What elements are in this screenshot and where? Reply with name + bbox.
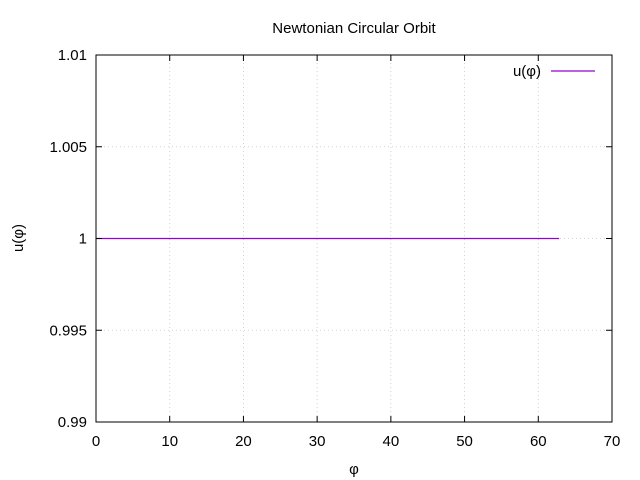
y-tick-label: 1 [79,231,87,248]
chart-title: Newtonian Circular Orbit [272,20,436,37]
legend: u(φ) [513,63,595,80]
y-tick-label: 1.01 [58,47,87,64]
x-tick-label: 70 [604,433,621,450]
y-tick-label: 1.005 [49,139,87,156]
y-axis-title: u(φ) [10,224,27,252]
x-tick-label: 20 [235,433,252,450]
legend-entry-label: u(φ) [513,63,541,80]
ticks [95,54,613,423]
x-tick-label: 0 [92,433,100,450]
x-axis-title: φ [349,461,359,478]
x-tick-label: 40 [383,433,400,450]
y-tick-label: 0.99 [58,414,87,431]
x-tick-label: 10 [161,433,178,450]
y-tick-labels: 0.99 0.995 1 1.005 1.01 [49,47,87,431]
x-tick-label: 60 [530,433,547,450]
x-tick-label: 30 [309,433,326,450]
x-tick-labels: 0 10 20 30 40 50 60 70 [92,433,621,450]
y-tick-label: 0.995 [49,322,87,339]
x-tick-label: 50 [456,433,473,450]
